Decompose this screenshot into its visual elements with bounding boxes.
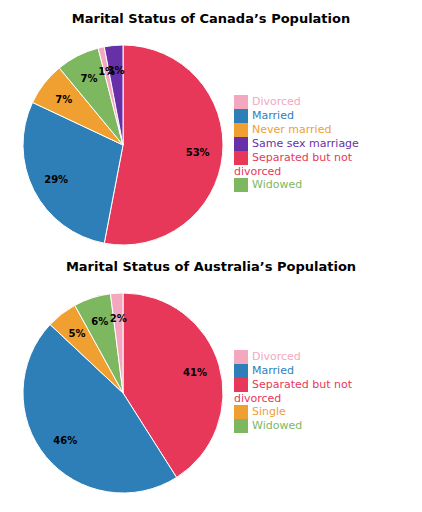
svg-text:53%: 53% xyxy=(186,147,210,158)
html-text:Same sex marriage: Same sex marriage xyxy=(252,136,359,150)
html-text:Never married: Never married xyxy=(252,122,332,136)
html-text:Divorced: Divorced xyxy=(252,94,301,108)
svg-text:7%: 7% xyxy=(55,94,72,105)
svg-text:3%: 3% xyxy=(107,65,124,76)
svg-text:7%: 7% xyxy=(80,73,97,84)
html-text:Marital Status of Australia’s: Marital Status of Australia’s Population xyxy=(65,259,357,274)
html-text:Widowed: Widowed xyxy=(252,418,303,432)
html-text:Married: Married xyxy=(252,363,294,377)
svg-text:5%: 5% xyxy=(69,328,86,339)
html-text:Marital Status of Canada’s Pop: Marital Status of Canada’s Population xyxy=(71,11,351,26)
html-text:Separated but not divorced: Separated but not divorced xyxy=(234,150,353,178)
html-text:Widowed: Widowed xyxy=(252,177,303,191)
svg-text:6%: 6% xyxy=(91,316,108,327)
html-text:Single: Single xyxy=(252,404,286,418)
svg-text:46%: 46% xyxy=(53,435,77,446)
svg-text:29%: 29% xyxy=(44,174,68,185)
html-text:Divorced: Divorced xyxy=(252,349,301,363)
svg-text:2%: 2% xyxy=(110,313,127,324)
svg-text:41%: 41% xyxy=(183,367,207,378)
html-text:Separated but not divorced: Separated but not divorced xyxy=(234,377,353,405)
html-text:Married: Married xyxy=(252,108,294,122)
